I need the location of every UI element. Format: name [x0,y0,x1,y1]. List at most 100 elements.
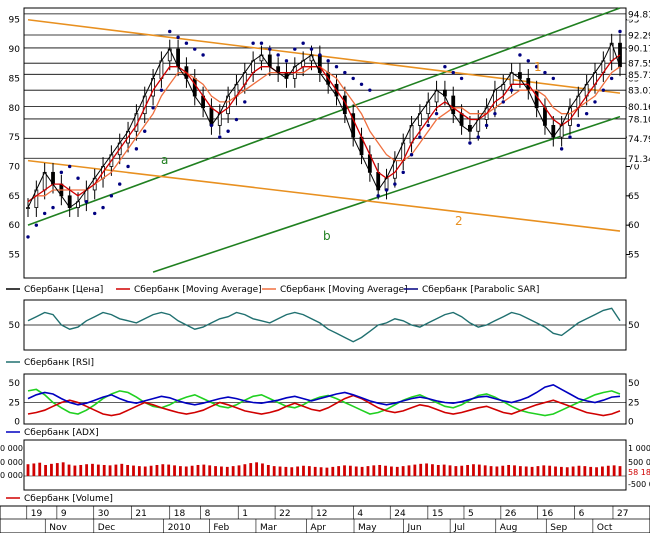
minus-di-line [27,394,621,417]
parabolic-sar-point [384,188,389,192]
parabolic-sar-point [484,123,489,128]
date-axis-month-label: Oct [597,523,613,533]
price-level-label-bg [627,68,650,81]
adx-y-tick-label-right: 25 [628,398,639,408]
volume-legend-label: Сбербанк [Volume] [24,494,113,504]
date-axis-frame [0,505,650,533]
volume-bar [466,464,470,476]
price-legend-label: Сбербанк [Parabolic SAR] [422,285,539,295]
price-level-label-bg [627,29,650,41]
parabolic-sar-point [176,35,180,40]
parabolic-sar-point [376,194,380,198]
volume-bar [91,463,94,476]
volume-y-tick-label-right: 58 183 [628,468,650,477]
volume-bar [401,466,405,476]
parabolic-sar-point [476,135,480,139]
volume-bar [266,464,270,476]
volume-y-tick-label-left: 0 000 [0,444,23,453]
date-axis-day-label: 6 [579,509,585,519]
volume-bar [536,466,540,476]
date-axis-month-label: Aug [500,523,518,533]
volume-bar [331,466,335,476]
parabolic-sar-point [426,123,430,128]
price-level-label: 78.102 [628,115,650,125]
volume-bar [167,464,171,476]
date-axis-month-label: May [358,523,377,533]
price-level-label-bg [627,100,650,113]
volume-bar [518,466,522,476]
volume-bar [577,465,581,476]
volume-bar [483,465,487,476]
date-axis-day-label: 24 [394,509,406,519]
volume-bar [155,464,159,476]
volume-y-tick-label-left: 0 000 [0,458,23,467]
price-level-label-bg [627,84,650,97]
parabolic-sar-point [543,70,547,75]
date-axis-day-label: 19 [31,509,43,519]
price-level-label-bg [627,152,650,165]
volume-bar [220,466,223,476]
parabolic-sar-point [368,88,372,92]
parabolic-sar-point [309,47,314,51]
volume-bar [530,466,534,476]
rsi-y-tick-label-right: 50 [628,321,640,331]
parabolic-sar-point [501,100,505,104]
price-legend-label: Сбербанк [Цена] [24,285,103,295]
volume-bar [214,466,217,476]
price-level-label: 71.340 [628,155,650,165]
volume-bar [184,466,188,476]
parabolic-sar-point [526,59,530,63]
volume-bar [472,464,475,476]
date-axis-month-label: 2010 [168,523,191,533]
date-axis-day-label: 27 [617,509,628,519]
date-axis-month-label: Feb [213,523,229,533]
rsi-legend: Сбербанк [RSI] [6,358,94,368]
adx-panel: 0 0 25 25 50 50 [9,373,640,428]
volume-bar [67,464,71,476]
volume-bar [407,465,411,476]
parabolic-sar-point [576,123,581,128]
date-axis-month-label: Apr [310,523,326,533]
adx-legend-label: Сбербанк [ADX] [24,428,99,438]
parabolic-sar-point [284,59,289,63]
volume-y-tick-label-right: 500 000 [628,458,650,467]
volume-bar [307,466,311,476]
parabolic-sar-point [168,29,172,34]
parabolic-sar-point [551,76,555,81]
volume-bar [161,464,165,476]
date-axis-day-label: 5 [468,509,474,519]
volume-bar [225,466,229,476]
volume-bar [524,466,528,476]
volume-bar [442,464,446,476]
volume-bar [73,465,77,476]
volume-bar [178,466,182,476]
adx-y-tick-label-left: 25 [9,398,20,408]
price-legend-label: Сбербанк [Moving Average] [280,285,408,295]
adx-y-tick-label-right: 50 [628,379,640,389]
volume-bar [460,465,464,476]
date-axis-day-label: 22 [279,509,290,519]
parabolic-sar-point [301,41,305,45]
trendline-2 [27,159,621,232]
volume-bar [436,464,440,476]
volume-bar [249,463,253,476]
volume-legend: Сбербанк [Volume] [6,494,113,504]
volume-bar [196,464,200,476]
volume-bar [448,465,452,476]
parabolic-sar-point [326,59,330,63]
parabolic-sar-point [409,153,414,157]
volume-bar [96,464,100,476]
price-level-label-bg [627,57,650,70]
adx-y-tick-label-left: 0 [14,418,20,428]
price-y-tick-label-right: 60 [628,221,640,231]
parabolic-sar-point [101,205,105,210]
volume-bar [290,467,294,476]
volume-bar [542,465,546,476]
date-axis-day-label: 30 [98,509,110,519]
volume-bar [348,465,352,476]
volume-bar [243,464,247,476]
parabolic-sar-point [518,53,522,57]
volume-bar [85,464,89,476]
trendline-label-a: a [161,153,168,167]
parabolic-sar-point [434,111,439,116]
